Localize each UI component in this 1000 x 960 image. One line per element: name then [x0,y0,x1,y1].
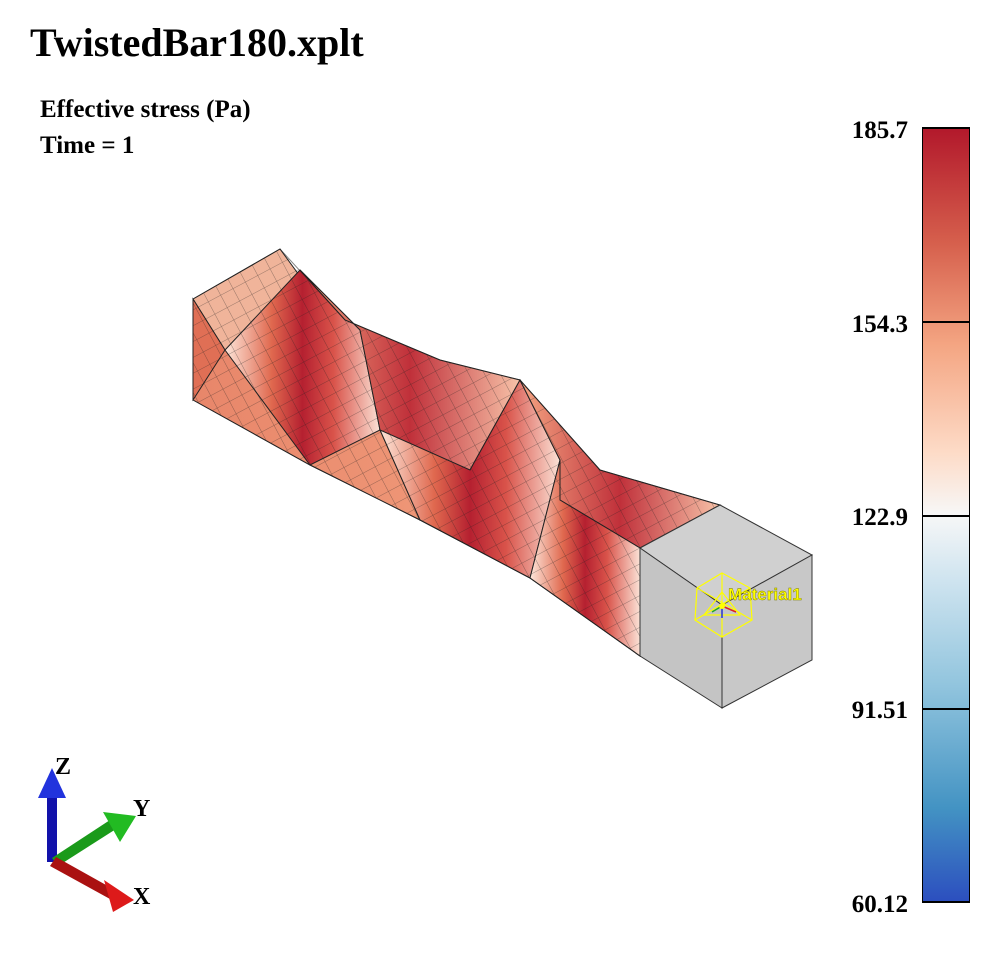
material-marker[interactable]: Material1 [694,572,802,638]
colorbar-tick-label: 122.9 [851,504,908,531]
x-axis-label: X [133,884,151,910]
colorbar-tick [922,708,970,710]
colorbar-tick-label: 60.12 [851,891,908,918]
orientation-triad[interactable]: Z Y X [38,754,151,912]
colorbar-tick-label: 91.51 [851,697,908,724]
colorbar-tick [922,321,970,323]
x-axis-arrow [50,857,134,912]
material-label: Material1 [728,585,802,604]
z-axis-arrow [38,768,66,862]
twisted-bar-mesh[interactable] [192,248,722,657]
file-title: TwistedBar180.xplt [30,20,364,65]
y-axis-arrow [52,812,136,866]
colorbar-tick-label: 154.3 [851,311,908,338]
colorbar-tick [922,515,970,517]
stress-colorbar [922,127,970,902]
colorbar-tick [922,127,970,129]
colorbar-tick-label: 185.7 [851,117,908,144]
field-label: Effective stress (Pa) [40,96,251,123]
y-axis-label: Y [133,796,150,822]
time-label: Time = 1 [40,132,135,159]
rigid-end-block[interactable] [639,504,814,709]
z-axis-label: Z [55,754,71,780]
colorbar-tick [922,901,970,903]
block-side-face [721,554,813,709]
